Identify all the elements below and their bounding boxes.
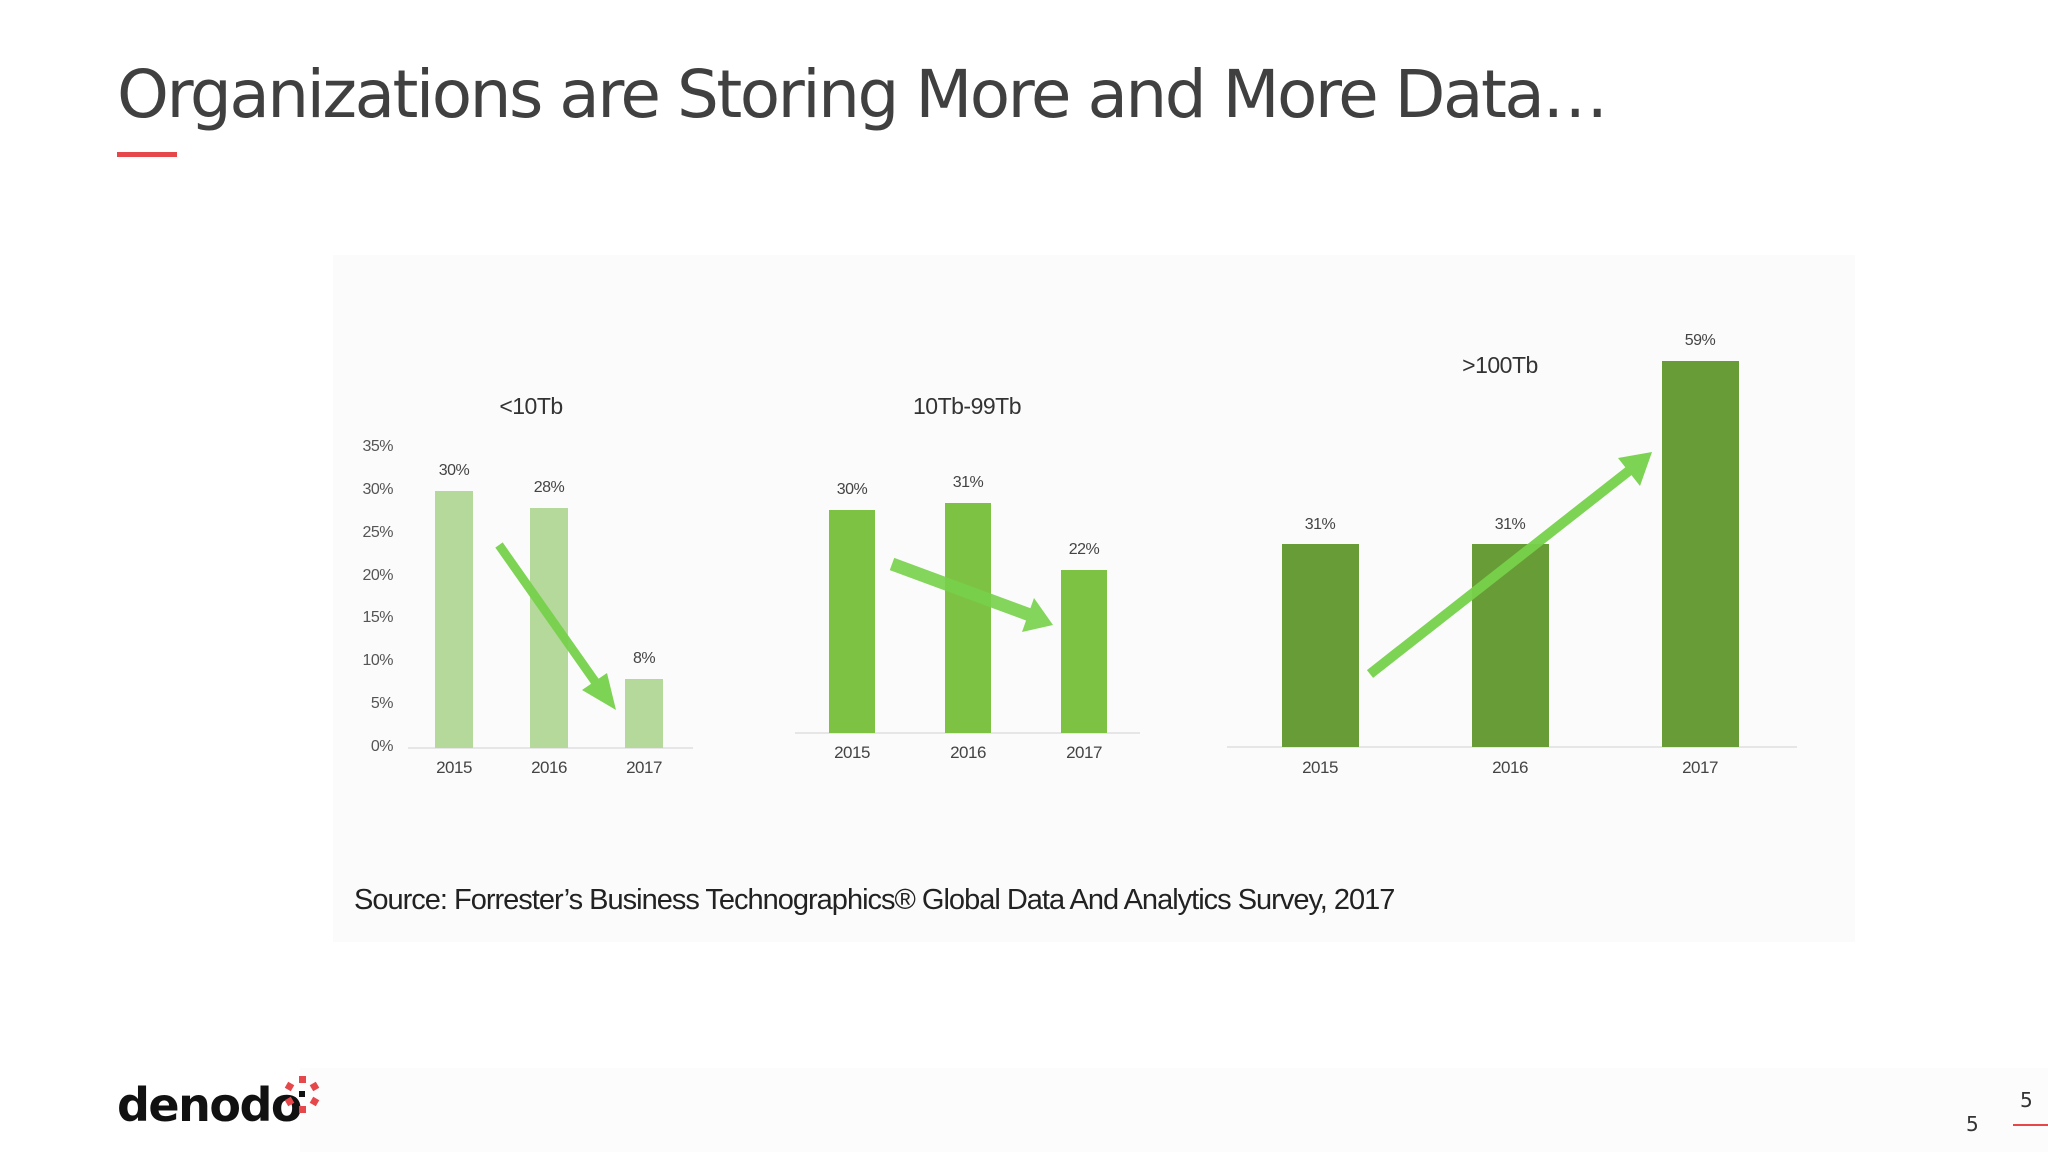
value-label: 30% xyxy=(836,481,868,498)
x-tick: 2015 xyxy=(834,743,870,762)
value-label: 59% xyxy=(1684,332,1716,349)
bar-2016 xyxy=(530,508,568,748)
chart-title: <10Tb xyxy=(499,393,563,419)
x-tick: 2015 xyxy=(1302,758,1338,777)
source-citation: Source: Forrester’s Business Technograph… xyxy=(354,884,1395,916)
bar-2015 xyxy=(829,510,875,733)
value-label: 31% xyxy=(1304,516,1336,533)
x-tick: 2015 xyxy=(436,758,472,777)
x-tick: 2016 xyxy=(950,743,986,762)
page-number-underline xyxy=(2013,1124,2048,1126)
value-label: 8% xyxy=(632,650,656,667)
y-tick: 35% xyxy=(362,438,393,455)
x-tick: 2017 xyxy=(626,758,662,777)
x-tick: 2017 xyxy=(1682,758,1718,777)
bar-2016 xyxy=(945,503,991,733)
value-label: 31% xyxy=(952,474,984,491)
y-tick: 10% xyxy=(362,652,393,669)
y-tick: 0% xyxy=(370,738,394,755)
x-tick: 2016 xyxy=(531,758,567,777)
y-tick: 5% xyxy=(370,695,394,712)
value-label: 31% xyxy=(1494,516,1526,533)
value-label: 28% xyxy=(533,479,565,496)
page-number-top: 5 xyxy=(2020,1088,2033,1112)
bar-2015 xyxy=(435,491,473,748)
value-label: 30% xyxy=(438,462,470,479)
y-tick: 20% xyxy=(362,567,393,584)
x-axis-line xyxy=(408,747,693,749)
bar-2017 xyxy=(625,679,663,748)
x-axis-line xyxy=(1227,746,1797,748)
slide-title: Organizations are Storing More and More … xyxy=(117,56,1608,133)
bar-2017 xyxy=(1061,570,1107,733)
page-number: 5 xyxy=(1966,1112,1979,1136)
bar-2015 xyxy=(1282,544,1359,747)
x-tick: 2016 xyxy=(1492,758,1528,777)
value-label: 22% xyxy=(1068,541,1100,558)
bar-2016 xyxy=(1472,544,1549,747)
denodo-logo-dots-icon xyxy=(284,1076,320,1113)
y-tick: 25% xyxy=(362,524,393,541)
y-tick: 30% xyxy=(362,481,393,498)
chart-title: 10Tb-99Tb xyxy=(912,393,1022,419)
footer xyxy=(300,1068,2048,1152)
x-tick: 2017 xyxy=(1066,743,1102,762)
x-axis-line xyxy=(795,732,1140,734)
chart-title: >100Tb xyxy=(1462,352,1538,378)
bar-2017 xyxy=(1662,361,1739,747)
y-tick: 15% xyxy=(362,609,393,626)
title-accent-underline xyxy=(117,152,177,157)
denodo-logo: denodo xyxy=(117,1078,303,1132)
